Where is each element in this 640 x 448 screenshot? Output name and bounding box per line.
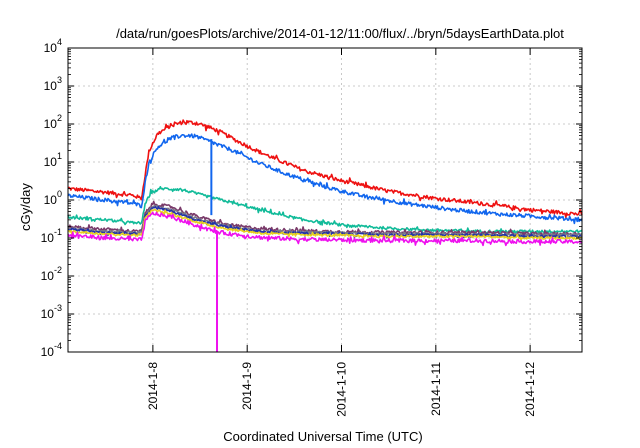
y-tick-label: 10-3 — [41, 303, 62, 321]
series-layer — [67, 119, 583, 352]
x-tick-label: 2014-1-8 — [146, 362, 160, 410]
series-line — [67, 185, 583, 236]
y-tick-base: 10 — [41, 307, 55, 321]
y-tick-exponent: 1 — [57, 151, 62, 161]
axis-ticks — [68, 47, 582, 353]
y-tick-exponent: -2 — [54, 265, 62, 275]
y-tick-label: 10-4 — [41, 341, 62, 359]
y-tick-label: 100 — [44, 189, 62, 207]
y-tick-base: 10 — [44, 41, 58, 55]
y-tick-base: 10 — [41, 231, 55, 245]
x-axis-label: Coordinated Universal Time (UTC) — [223, 429, 422, 444]
series-line — [67, 200, 583, 238]
chart-title: /data/run/goesPlots/archive/2014-01-12/1… — [116, 26, 564, 41]
y-tick-base: 10 — [44, 193, 58, 207]
series-line — [67, 211, 583, 247]
y-tick-label: 10-2 — [41, 265, 62, 283]
y-tick-exponent: 0 — [57, 189, 62, 199]
grid-lines — [68, 48, 582, 352]
x-tick-label: 2014-1-11 — [429, 362, 443, 416]
y-tick-base: 10 — [41, 345, 55, 359]
y-tick-base: 10 — [44, 155, 58, 169]
y-tick-exponent: 3 — [57, 75, 62, 85]
series-line — [67, 133, 583, 225]
y-tick-base: 10 — [44, 117, 58, 131]
x-tick-labels: 2014-1-8 2014-1-9 2014-1-10 2014-1-11 2014-1… — [146, 362, 537, 417]
y-tick-base: 10 — [41, 269, 55, 283]
x-tick-label: 2014-1-10 — [335, 362, 349, 417]
y-tick-exponent: -4 — [54, 341, 62, 351]
y-tick-exponent: 4 — [57, 37, 62, 47]
series-line — [67, 119, 583, 219]
x-tick-label: 2014-1-9 — [240, 362, 254, 410]
series-line — [67, 208, 583, 242]
y-tick-label: 102 — [44, 113, 62, 131]
y-tick-label: 103 — [44, 75, 62, 93]
y-tick-exponent: 2 — [57, 113, 62, 123]
y-tick-base: 10 — [44, 79, 58, 93]
x-tick-label: 2014-1-12 — [523, 362, 537, 417]
y-tick-exponent: -1 — [54, 227, 62, 237]
y-tick-label: 104 — [44, 37, 62, 55]
y-tick-label: 10-1 — [41, 227, 62, 245]
y-tick-exponent: -3 — [54, 303, 62, 313]
y-tick-label: 101 — [44, 151, 62, 169]
y-axis-label: cGy/day — [18, 183, 33, 231]
